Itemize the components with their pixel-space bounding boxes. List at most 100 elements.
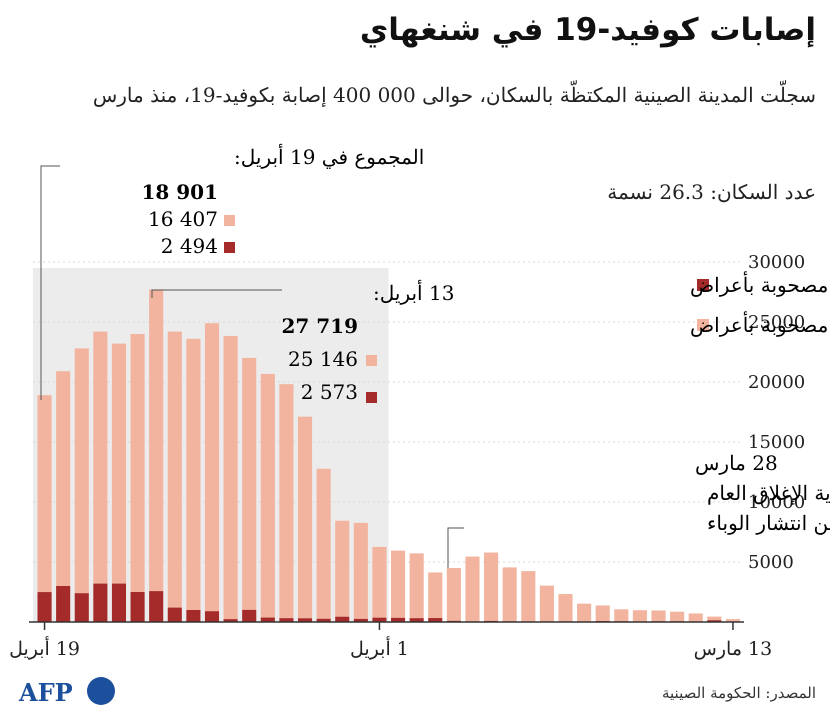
bar-asymptomatic: [279, 384, 294, 619]
bar-symptomatic: [316, 618, 331, 622]
bar-symptomatic: [335, 616, 350, 622]
bar-asymptomatic: [558, 594, 573, 622]
bars: [37, 289, 740, 622]
legend-swatch-symptomatic: [697, 279, 709, 291]
annotation-apr19-asym-swatch: [224, 215, 235, 226]
legend-label-asymptomatic: غير مصحوبة بأعراض: [690, 311, 830, 337]
bar-asymptomatic: [725, 619, 740, 622]
bar-asymptomatic: [688, 613, 703, 622]
annotation-leader-lockdown: [447, 527, 464, 568]
annotation-apr19-asym: 16 407: [148, 207, 218, 231]
page-title: إصابات كوفيد-19 في شنغهاي: [359, 12, 816, 48]
bar-asymptomatic: [223, 335, 238, 620]
svg-text:AFP: AFP: [18, 678, 73, 706]
annotation-apr19-sym: 2 494: [161, 234, 218, 258]
bar-symptomatic: [297, 618, 313, 622]
bar-asymptomatic: [707, 616, 722, 621]
bar-symptomatic: [74, 593, 89, 622]
y-axis-ticks: 5000 10000 15000 20000 25000 30000: [748, 252, 805, 573]
bar-symptomatic: [111, 583, 127, 622]
bar-asymptomatic: [37, 395, 52, 593]
bar-symptomatic: [37, 592, 52, 622]
bar-symptomatic: [409, 618, 424, 622]
bar-asymptomatic: [353, 522, 368, 619]
bar-symptomatic: [279, 618, 294, 622]
bar-symptomatic: [707, 620, 722, 622]
bar-asymptomatic: [167, 331, 182, 608]
x-tick-label: 1 أبريل: [350, 635, 409, 660]
annotation-apr13-asym: 25 146: [288, 347, 358, 371]
annotation-lockdown-date: 28 مارس: [695, 451, 778, 475]
y-tick-label: 5000: [748, 552, 794, 573]
bar-asymptomatic: [502, 567, 517, 622]
bar-asymptomatic: [316, 468, 331, 619]
bar-asymptomatic: [372, 546, 387, 618]
bar-asymptomatic: [204, 323, 220, 612]
annotation-apr19-total: 18 901: [141, 180, 218, 204]
bar-asymptomatic: [391, 550, 406, 618]
legend-swatch-asymptomatic: [697, 319, 709, 331]
bar-symptomatic: [56, 586, 71, 622]
bar-asymptomatic: [297, 416, 313, 619]
bar-asymptomatic: [409, 553, 424, 619]
annotation-apr19-sym-swatch: [224, 242, 235, 253]
bar-asymptomatic: [539, 585, 554, 622]
legend-label-symptomatic: مصحوبة بأعراض: [690, 271, 828, 297]
annotation-lockdown-line3: للحّد من انتشار الوباء: [707, 511, 830, 535]
bar-asymptomatic: [111, 343, 127, 584]
bar-symptomatic: [391, 617, 406, 622]
annotation-total-apr19: المجموع في 19 أبريل: 18 901 16 407 2 494: [40, 143, 424, 400]
bar-asymptomatic: [484, 552, 499, 621]
annotation-apr13: 13 أبريل: 27 719 25 146 2 573: [151, 279, 454, 404]
bar-asymptomatic: [632, 610, 647, 622]
bar-symptomatic: [242, 609, 257, 622]
annotation-apr13-asym-swatch: [366, 355, 377, 366]
bar-asymptomatic: [521, 571, 536, 622]
bar-asymptomatic: [242, 357, 257, 610]
bar-asymptomatic: [56, 371, 71, 586]
bar-asymptomatic: [149, 289, 164, 592]
annotation-apr13-sym-swatch: [366, 392, 377, 403]
bar-asymptomatic: [446, 568, 461, 621]
x-tick-label: 19 أبريل: [9, 635, 80, 660]
bar-asymptomatic: [651, 610, 666, 622]
bar-asymptomatic: [74, 348, 89, 594]
y-tick-label: 25000: [748, 312, 805, 333]
bar-symptomatic: [372, 617, 387, 622]
bar-asymptomatic: [465, 556, 480, 622]
subtitle: سجلّت المدينة الصينية المكتظّة بالسكان، …: [92, 83, 816, 107]
bar-asymptomatic: [93, 331, 108, 584]
bar-symptomatic: [93, 583, 108, 622]
bar-symptomatic: [149, 591, 164, 622]
bar-symptomatic: [167, 607, 182, 622]
bar-symptomatic: [204, 611, 220, 622]
bar-asymptomatic: [335, 520, 350, 617]
bar-asymptomatic: [428, 572, 443, 619]
bar-symptomatic: [186, 610, 201, 622]
annotation-lockdown-line2: بداية الإغلاق العام: [707, 481, 830, 506]
bar-asymptomatic: [577, 603, 592, 622]
bar-asymptomatic: [130, 334, 145, 592]
afp-logo-graphic: AFP: [18, 677, 115, 707]
bar-asymptomatic: [595, 605, 610, 622]
annotation-leader-apr13: [151, 289, 282, 298]
y-tick-label: 30000: [748, 252, 805, 273]
population-note: عدد السكان: 26.3 نسمة: [607, 180, 816, 204]
annotation-apr19-title: المجموع في 19 أبريل:: [234, 143, 424, 169]
y-tick-label: 15000: [748, 432, 805, 453]
bar-symptomatic: [260, 617, 275, 622]
bar-symptomatic: [428, 618, 443, 622]
bar-asymptomatic: [260, 373, 275, 618]
bar-asymptomatic: [186, 338, 201, 610]
annotation-lockdown: 28 مارس بداية الإغلاق العام للحّد من انت…: [447, 451, 830, 568]
annotation-apr13-sym: 2 573: [301, 380, 358, 404]
y-tick-label: 20000: [748, 372, 805, 393]
x-tick-label: 13 مارس: [694, 638, 773, 660]
bar-asymptomatic: [670, 611, 685, 622]
y-tick-label: 10000: [748, 492, 805, 513]
legend: مصحوبة بأعراض غير مصحوبة بأعراض: [690, 271, 830, 337]
bar-symptomatic: [353, 618, 368, 622]
annotation-apr13-total: 27 719: [281, 314, 358, 338]
annotation-apr13-title: 13 أبريل:: [373, 279, 454, 305]
